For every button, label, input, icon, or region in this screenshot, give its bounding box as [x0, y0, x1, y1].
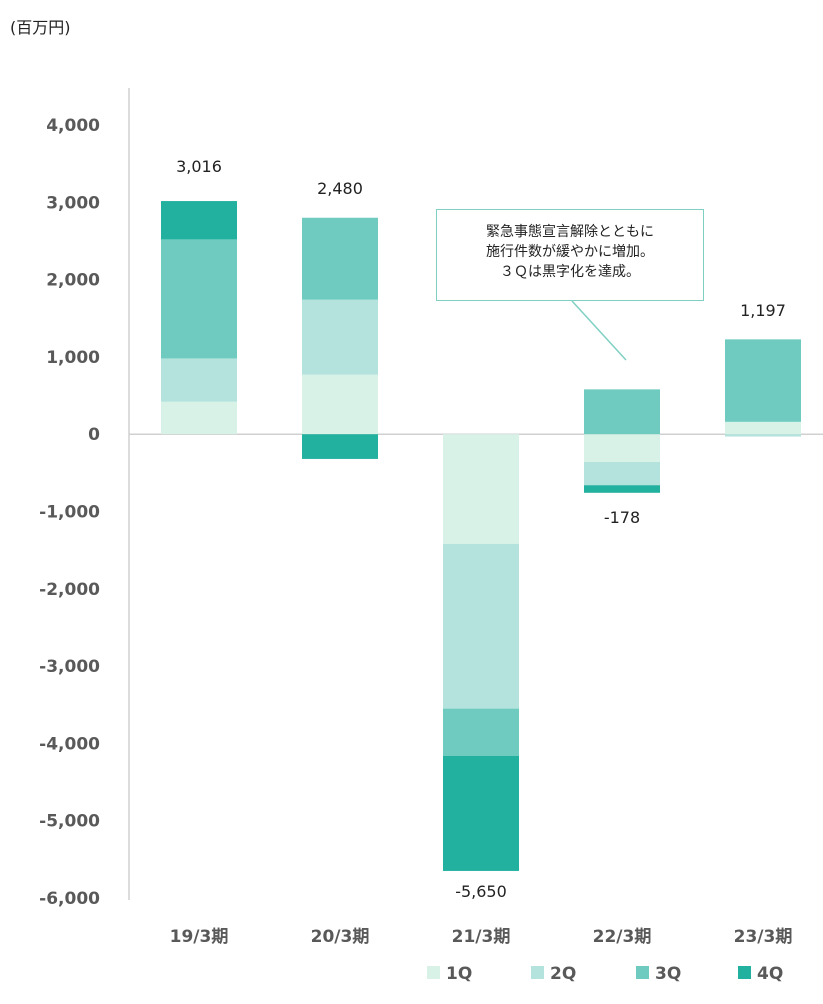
bar-segment [302, 217, 378, 300]
bar-segment [584, 389, 660, 435]
bar-segment [161, 239, 237, 359]
legend-label: 2Q [550, 964, 576, 984]
x-tick-label: 21/3期 [452, 927, 511, 947]
bar-segment [161, 358, 237, 402]
bar-segment [725, 339, 801, 422]
bar-segment [584, 434, 660, 463]
y-tick-label: -6,000 [39, 889, 100, 909]
bar-segment [725, 421, 801, 435]
bar-segment [725, 434, 801, 437]
y-tick-label: -1,000 [39, 503, 100, 523]
bar-segment [443, 755, 519, 871]
total-label: -178 [604, 508, 640, 527]
axes: 4,000 3,000 2,000 1,000 0 -1,000 -2,000 -3,000 -… [39, 88, 823, 909]
y-tick-label: -2,000 [39, 580, 100, 600]
total-label: 3,016 [176, 157, 222, 176]
y-tick-label: -5,000 [39, 812, 100, 832]
bar-segment [302, 374, 378, 435]
bar-segment [161, 401, 237, 435]
x-tick-label: 20/3期 [311, 927, 370, 947]
legend: 1Q 2Q 3Q 4Q [427, 964, 783, 984]
legend-swatch [636, 966, 649, 979]
annotation-callout: 緊急事態宣言解除とともに 施行件数が緩やかに増加。 ３Ｑは黒字化を達成。 [436, 209, 704, 301]
total-label: -5,650 [455, 882, 507, 901]
y-tick-label: -4,000 [39, 734, 100, 754]
bar-segment [443, 434, 519, 544]
callout-line-1: 緊急事態宣言解除とともに [486, 224, 654, 240]
total-label: 1,197 [740, 301, 786, 320]
y-tick-label: 2,000 [46, 271, 100, 291]
legend-label: 4Q [757, 964, 783, 984]
legend-swatch [738, 966, 751, 979]
x-tick-label: 19/3期 [170, 927, 229, 947]
bar-segment [584, 462, 660, 486]
y-tick-label: -3,000 [39, 657, 100, 677]
y-tick-label: 4,000 [46, 116, 100, 136]
bars [161, 201, 801, 871]
y-tick-label: 0 [88, 425, 100, 445]
callout-pointer [571, 300, 627, 361]
x-tick-label: 22/3期 [593, 927, 652, 947]
bar-segment [302, 434, 378, 459]
legend-label: 1Q [446, 964, 472, 984]
callout-line-3: ３Ｑは黒字化を達成。 [500, 264, 640, 280]
bar-segment [302, 299, 378, 375]
unit-label: (百万円) [10, 18, 71, 37]
bar-segment [443, 543, 519, 709]
callout-line-2: 施行件数が緩やかに増加。 [486, 244, 654, 260]
bar-segment [161, 201, 237, 240]
legend-label: 3Q [655, 964, 681, 984]
bar-segment [584, 485, 660, 493]
y-tick-label: 1,000 [46, 348, 100, 368]
bar-segment [443, 708, 519, 756]
y-tick-label: 3,000 [46, 193, 100, 213]
x-tick-label: 23/3期 [734, 927, 793, 947]
total-label: 2,480 [317, 179, 363, 198]
legend-swatch [531, 966, 544, 979]
labels: 3,016 2,480 -5,650 -178 1,197 19/3期 20/3期 21/3期… [170, 157, 793, 947]
legend-swatch [427, 966, 440, 979]
